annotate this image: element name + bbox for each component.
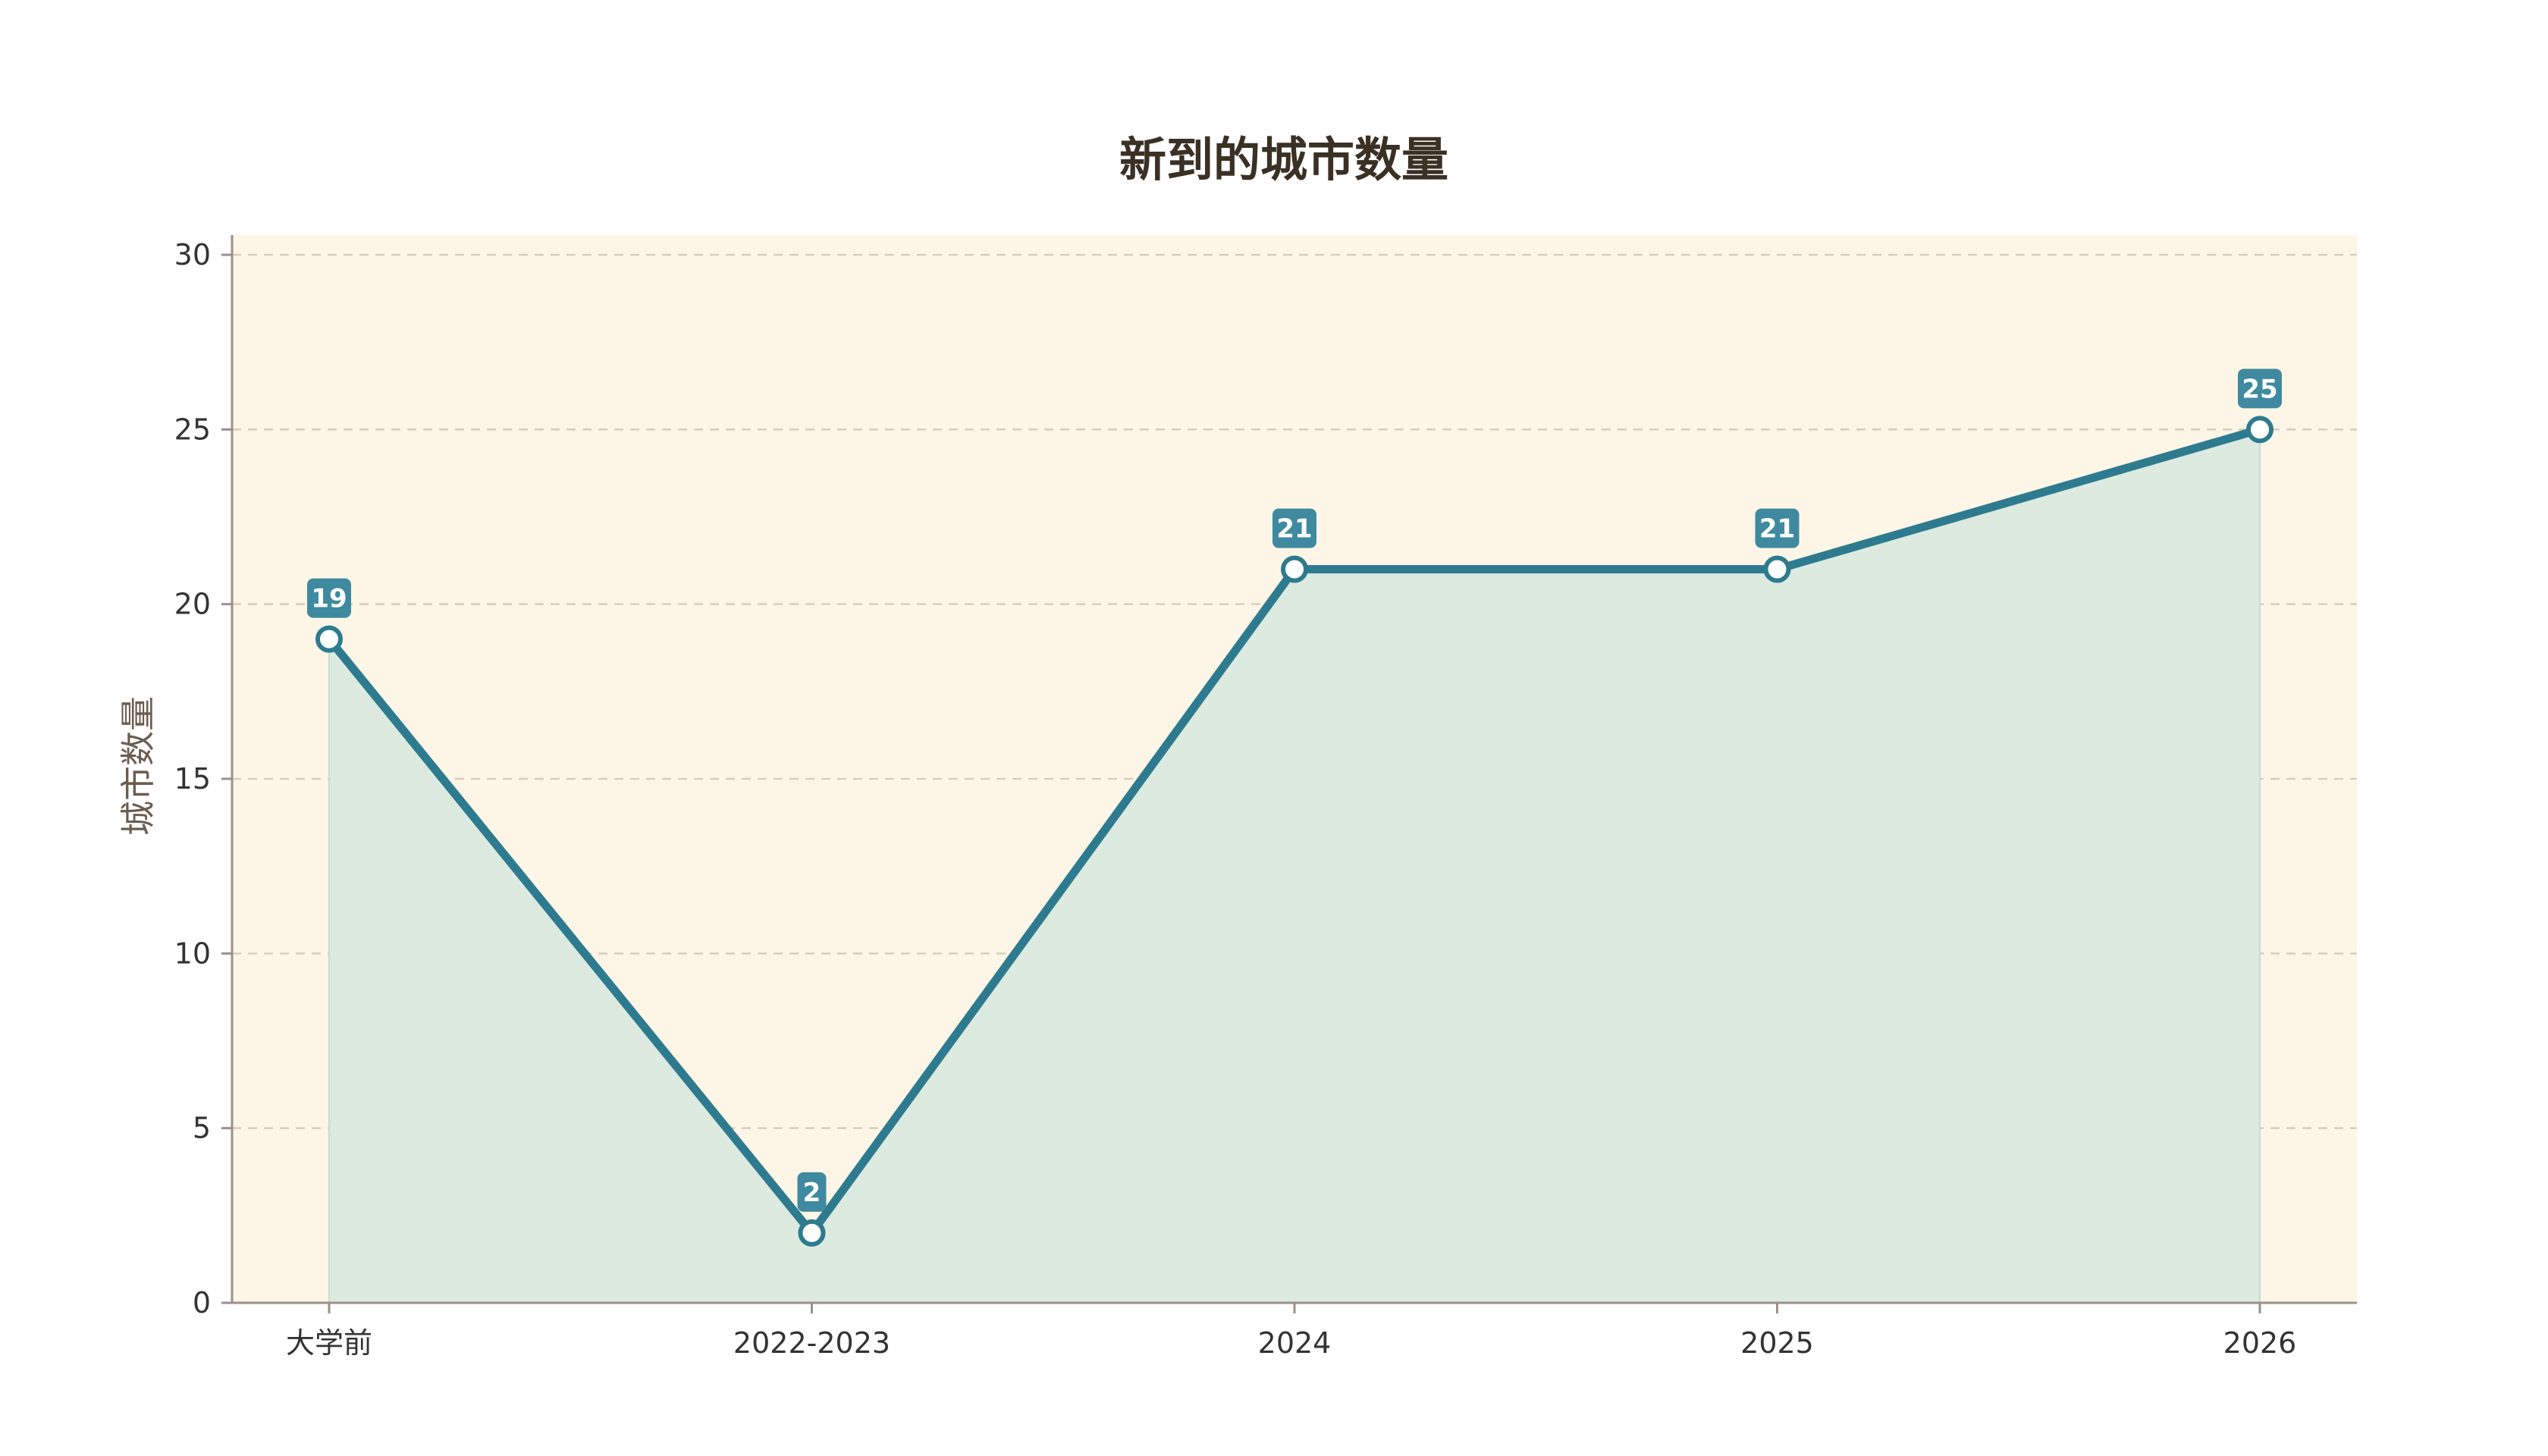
data-point [315, 625, 343, 653]
data-label-value: 21 [1759, 514, 1795, 544]
data-label-box [797, 1172, 827, 1212]
data-labels: 19 2 21 21 25 [307, 369, 2282, 1212]
data-label-value: 21 [1276, 514, 1312, 544]
y-tick-label: 15 [174, 762, 211, 795]
data-label: 21 [1755, 508, 1800, 548]
data-label-box [1755, 508, 1800, 548]
y-tick-label: 20 [174, 588, 211, 621]
data-point [798, 1219, 826, 1247]
data-label: 25 [2238, 369, 2282, 409]
data-point [2246, 416, 2273, 444]
x-tick-label: 大学前 [286, 1326, 372, 1360]
x-tick-label: 2022-2023 [733, 1326, 890, 1360]
data-label-box [2238, 369, 2282, 409]
y-tick-label: 5 [193, 1112, 211, 1145]
data-point [1281, 555, 1308, 583]
y-tick-label: 0 [193, 1286, 211, 1320]
x-tick-label: 2024 [1258, 1326, 1332, 1360]
data-point [1763, 555, 1791, 583]
data-label-value: 2 [803, 1178, 821, 1208]
chart-title: 新到的城市数量 [1119, 132, 1448, 187]
data-label-value: 25 [2242, 374, 2277, 404]
data-points [315, 416, 2273, 1247]
data-label: 2 [797, 1172, 827, 1212]
x-tick-label: 2025 [1740, 1326, 1814, 1360]
data-label: 19 [307, 578, 351, 618]
data-label-value: 19 [311, 584, 347, 614]
data-label-box [1272, 508, 1316, 548]
y-axis-label: 城市数量 [118, 696, 158, 836]
y-tick-label: 30 [174, 238, 211, 271]
y-tick-label: 10 [174, 937, 211, 970]
y-tick-label: 25 [174, 413, 211, 446]
data-label: 21 [1272, 508, 1316, 548]
data-label-box [307, 578, 351, 618]
x-tick-label: 2026 [2223, 1326, 2297, 1360]
